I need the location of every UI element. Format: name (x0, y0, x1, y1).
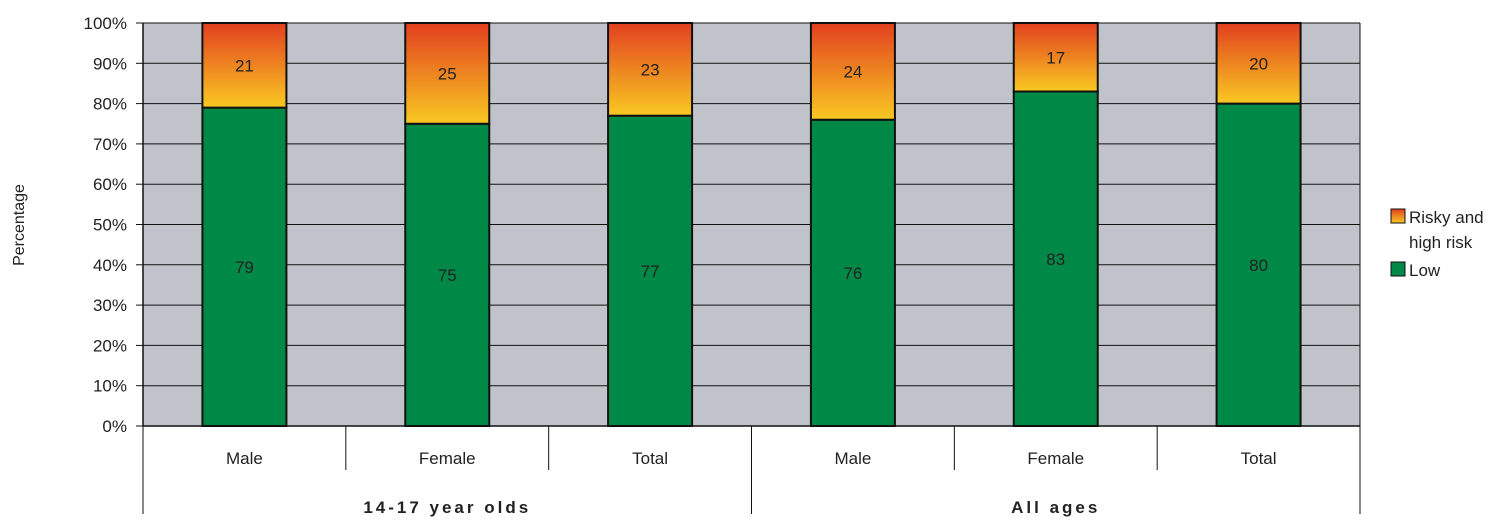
y-tick-label: 50% (93, 216, 127, 235)
legend-label: Risky and (1409, 208, 1484, 227)
category-label: Female (419, 449, 476, 468)
bar-low (607, 114, 694, 427)
y-axis-title: Percentage (11, 184, 28, 266)
data-label-low: 77 (641, 262, 660, 281)
bar-low (1215, 102, 1302, 427)
y-tick-label: 60% (93, 175, 127, 194)
bar-risky-high-risk (1012, 22, 1099, 93)
y-tick-label: 70% (93, 135, 127, 154)
legend-label: Low (1409, 261, 1441, 280)
y-tick-label: 0% (102, 417, 127, 436)
data-label-risky: 24 (843, 62, 862, 81)
legend-swatch-risky (1390, 208, 1406, 224)
group-label: All ages (1011, 498, 1100, 517)
y-tick-label: 20% (93, 336, 127, 355)
data-label-low: 80 (1249, 256, 1268, 275)
category-label: Female (1027, 449, 1084, 468)
data-label-low: 76 (843, 264, 862, 283)
legend-swatch-low (1390, 261, 1406, 277)
category-label: Male (834, 449, 871, 468)
bar-low (809, 118, 896, 427)
data-label-risky: 17 (1046, 48, 1065, 67)
bar-risky-high-risk (201, 22, 288, 109)
group-label: 14-17 year olds (363, 498, 531, 517)
y-tick-label: 100% (84, 14, 127, 33)
bar-risky-high-risk (1215, 22, 1302, 105)
y-tick-label: 10% (93, 377, 127, 396)
data-label-risky: 21 (235, 56, 254, 75)
y-tick-label: 30% (93, 296, 127, 315)
category-label: Male (226, 449, 263, 468)
bar-low (404, 122, 491, 427)
bar-risky-high-risk (607, 22, 694, 117)
y-tick-label: 80% (93, 95, 127, 114)
bar-risky-high-risk (809, 22, 896, 121)
data-label-low: 83 (1046, 250, 1065, 269)
data-label-risky: 23 (641, 60, 660, 79)
category-label: Total (632, 449, 668, 468)
data-label-low: 79 (235, 258, 254, 277)
legend-label: high risk (1409, 233, 1473, 252)
bar-risky-high-risk (404, 22, 491, 125)
category-label: Total (1241, 449, 1277, 468)
y-tick-label: 40% (93, 256, 127, 275)
data-label-low: 75 (438, 266, 457, 285)
data-label-risky: 20 (1249, 54, 1268, 73)
y-tick-label: 90% (93, 54, 127, 73)
data-label-risky: 25 (438, 64, 457, 83)
